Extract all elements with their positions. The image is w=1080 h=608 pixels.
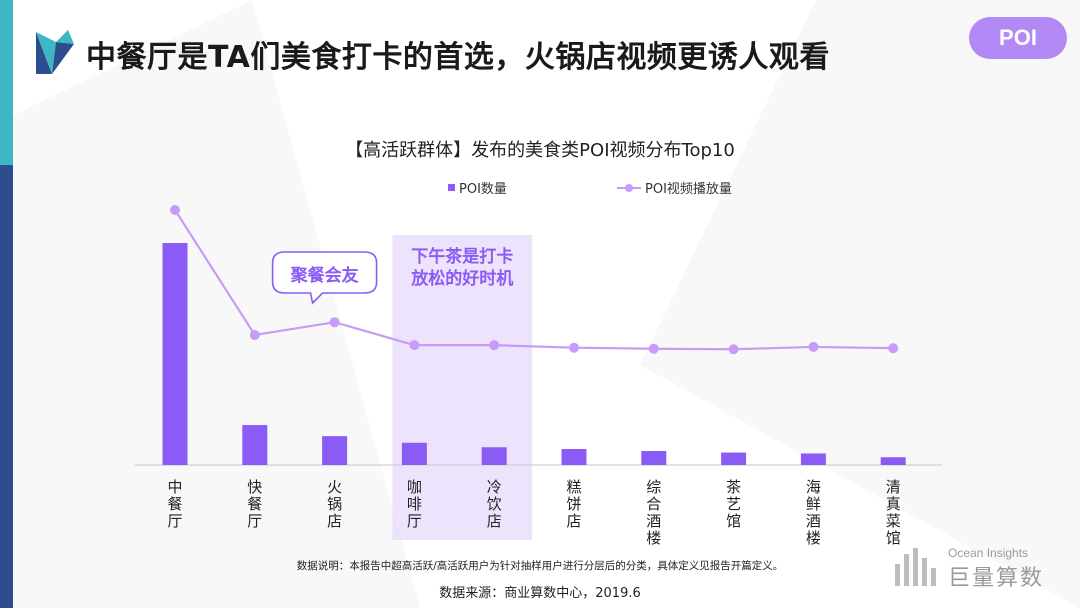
line-point-8 <box>808 341 819 352</box>
bar-9 <box>880 457 906 465</box>
speech-bubble <box>271 251 378 305</box>
legend-line: POI视频播放量 <box>617 178 732 197</box>
data-source: 数据来源：商业算数中心，2019.6 <box>439 586 641 601</box>
legend-bar-swatch <box>448 184 455 191</box>
brand-logo: Ocean Insights 巨量算数 <box>893 544 1063 594</box>
chart-title: 【高活跃群体】发布的美食类POI视频分布Top10 <box>345 140 735 161</box>
speech-bubble-text: 聚餐会友 <box>290 265 359 286</box>
line-point-2 <box>329 317 340 328</box>
line-point-9 <box>888 343 899 354</box>
bar-3 <box>401 442 427 465</box>
line-series <box>174 209 894 351</box>
category-label-2: 火锅店 <box>327 478 342 530</box>
bar-7 <box>721 452 747 465</box>
line-point-3 <box>409 340 420 351</box>
bar-0 <box>162 243 188 465</box>
line-point-7 <box>728 344 739 355</box>
data-footnote: 数据说明：本报告中超高活跃/高活跃用户为针对抽样用户进行分层后的分类，具体定义见… <box>296 560 784 572</box>
bar-2 <box>322 436 348 465</box>
category-label-0: 中餐厅 <box>167 478 182 530</box>
category-label-7: 茶艺馆 <box>726 478 741 530</box>
accent-bar-bottom <box>0 165 13 608</box>
bar-4 <box>481 447 507 465</box>
line-point-5 <box>569 342 579 353</box>
bar-6 <box>641 451 667 465</box>
bar-1 <box>242 425 268 465</box>
line-point-6 <box>648 343 659 354</box>
line-point-0 <box>170 205 180 215</box>
bar-8 <box>800 453 826 465</box>
legend-line-swatch <box>617 183 641 192</box>
category-label-9: 清真菜馆 <box>886 478 901 547</box>
category-label-8: 海鲜酒楼 <box>806 478 821 547</box>
brand-name-en: Ocean Insights <box>948 546 1029 560</box>
bar-5 <box>561 449 587 465</box>
category-label-5: 糕饼店 <box>566 478 581 530</box>
category-label-3: 咖啡厅 <box>407 478 422 530</box>
category-label-6: 综合酒楼 <box>646 478 661 547</box>
brand-bars-icon <box>895 548 936 586</box>
highlight-band-text: 下午茶是打卡放松的好时机 <box>410 246 513 289</box>
accent-bar-top <box>0 0 13 165</box>
category-label-1: 快餐厅 <box>247 478 262 530</box>
legend-bar: POI数量 <box>448 178 507 197</box>
line-point-1 <box>249 329 260 340</box>
logo-icon <box>36 30 74 74</box>
highlight-band <box>392 235 533 540</box>
brand-name-cn: 巨量算数 <box>948 566 1045 591</box>
page-title: 中餐厅是TA们美食打卡的首选，火锅店视频更诱人观看 <box>86 40 830 75</box>
legend-bar-label: POI数量 <box>459 182 507 197</box>
line-point-4 <box>489 340 500 351</box>
category-label-4: 冷饮店 <box>487 478 502 530</box>
poi-badge: POI <box>969 17 1067 59</box>
legend-line-label: POI视频播放量 <box>645 182 732 197</box>
